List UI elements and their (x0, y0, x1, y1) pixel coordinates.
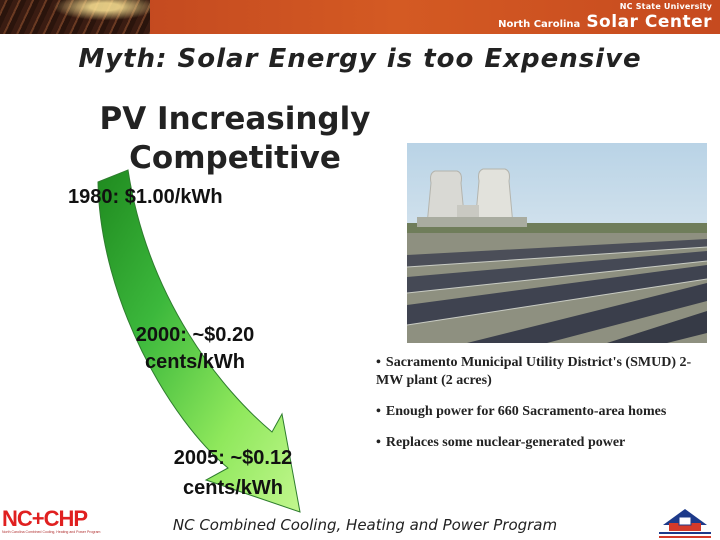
timeline-2000-unit: cents/kWh (144, 351, 246, 373)
timeline-1980: 1980: $1.00/kWh (68, 186, 223, 208)
bullet-text: Replaces some nuclear-generated power (385, 435, 626, 450)
heading-line-1: PV Increasingly (99, 101, 371, 137)
timeline-2005: 2005: ~$0.12 cents/kWh (128, 443, 338, 503)
heading-line-2: Competitive (129, 140, 341, 176)
bullet-text: Sacramento Municipal Utility District's … (376, 355, 692, 388)
header-banner: NC State University North Carolina Solar … (0, 0, 720, 34)
fact-list: • Sacramento Municipal Utility District's… (376, 354, 710, 465)
list-item: • Replaces some nuclear-generated power (376, 434, 710, 452)
timeline-2005-price: 2005: ~$0.12 (173, 447, 293, 469)
list-item: • Enough power for 660 Sacramento-area ho… (376, 403, 710, 421)
timeline-2005-unit: cents/kWh (182, 477, 284, 499)
org-name: Solar Center (586, 12, 712, 32)
list-item: • Sacramento Municipal Utility District's… (376, 354, 710, 390)
slide-heading: PV Increasingly Competitive (80, 100, 390, 178)
bullet-text: Enough power for 660 Sacramento-area hom… (385, 404, 667, 419)
arrow-shape (97, 169, 301, 513)
solar-center-logo: North Carolina Solar Center (498, 12, 712, 32)
nc-chp-logo-subtext: North Carolina Combined Cooling, Heating… (2, 530, 101, 534)
footer-program-name: NC Combined Cooling, Heating and Power P… (172, 516, 558, 534)
solar-center-house-logo-icon (659, 509, 711, 538)
university-name: NC State University (619, 2, 712, 11)
bullet-icon: • (376, 404, 381, 419)
smud-solar-plant-photo (407, 143, 707, 343)
nc-chp-logo: NC+CHP North Carolina Combined Cooling, … (2, 506, 101, 538)
org-prefix: North Carolina (498, 19, 581, 30)
slide-title: Myth: Solar Energy is too Expensive (78, 44, 642, 74)
nc-chp-logo-text: NC+CHP (2, 506, 88, 531)
timeline-2000-price: 2000: ~$0.20 (135, 324, 255, 346)
timeline-2000: 2000: ~$0.20 cents/kWh (100, 322, 290, 376)
bullet-icon: • (376, 435, 381, 450)
solar-plant-illustration (407, 168, 707, 343)
banner-solar-panel-photo (0, 0, 150, 34)
bullet-icon: • (376, 355, 381, 370)
